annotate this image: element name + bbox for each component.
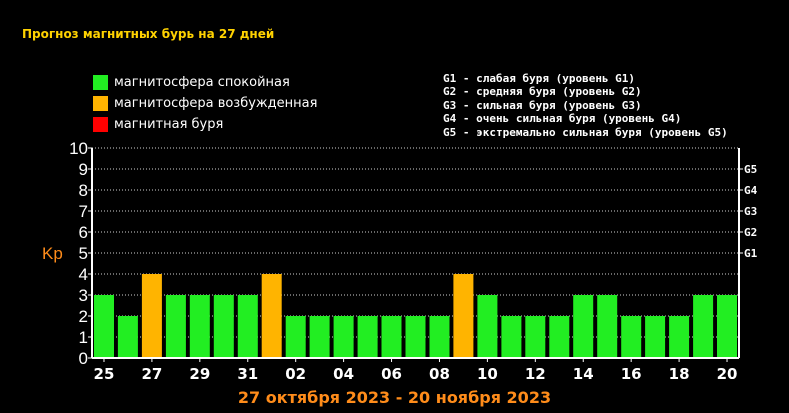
g-level-label: G3 [744,205,757,218]
y-axis-label: Kp [42,244,63,263]
kp-bar [141,274,162,358]
x-tick-label: 02 [285,365,306,383]
chart-title: Прогноз магнитных бурь на 27 дней [22,27,275,41]
x-tick-label: 25 [94,365,115,383]
x-tick-label: 12 [525,365,546,383]
legend-item-excited: магнитосфера возбужденная [93,93,317,114]
kp-bar [117,316,138,358]
kp-bar [333,316,354,358]
kp-bar [501,316,522,358]
y-tick-label: 3 [79,286,88,305]
legend-swatch-storm [93,117,108,132]
x-tick-label: 29 [189,365,210,383]
kp-bar [94,295,114,358]
x-tick-label: 18 [669,365,690,383]
g-legend-item: G3 - сильная буря (уровень G3) [443,98,642,112]
color-legend: магнитосфера спокойная магнитосфера возб… [93,72,317,135]
g-legend-item: G5 - экстремально сильная буря (уровень … [443,125,728,139]
kp-bar [573,295,594,358]
kp-bar [309,316,330,358]
g-legend-item: G2 - средняя буря (уровень G2) [443,85,642,99]
y-tick-label: 5 [79,244,88,263]
kp-bar [285,316,306,358]
legend-swatch-excited [93,96,108,111]
kp-bar [357,316,378,358]
y-tick-label: 4 [79,265,88,284]
x-tick-label: 20 [717,365,738,383]
legend-label-storm: магнитная буря [114,117,224,132]
kp-bar [237,295,258,358]
y-tick-label: 8 [79,181,88,200]
y-tick-label: 9 [79,160,88,179]
legend-label-excited: магнитосфера возбужденная [114,96,318,111]
x-tick-label: 10 [477,365,498,383]
x-tick-label: 27 [141,365,162,383]
y-tick-label: 6 [79,223,88,242]
kp-bar [717,295,737,358]
kp-bar [525,316,546,358]
legend-swatch-calm [93,75,108,90]
g-legend-item: G1 - слабая буря (уровень G1) [443,72,636,85]
legend-label-calm: магнитосфера спокойная [114,75,290,90]
kp-bar [597,295,618,358]
x-tick-label: 06 [381,365,402,383]
x-tick-label: 08 [429,365,450,383]
kp-bar [381,316,402,358]
g-legend-item: G4 - очень сильная буря (уровень G4) [443,112,682,126]
kp-bar [693,295,714,358]
kp-bar [213,295,234,358]
g-level-legend: G1 - слабая буря (уровень G1) G2 - средн… [443,72,728,139]
y-tick-label: 0 [79,349,88,368]
x-tick-label: 16 [621,365,642,383]
kp-bar [669,316,690,358]
kp-bar [165,295,186,358]
kp-bar [405,316,426,358]
x-tick-label: 04 [333,365,354,383]
y-tick-label: 1 [79,328,88,347]
g-level-label: G1 [744,247,758,260]
legend-item-storm: магнитная буря [93,114,317,135]
kp-bar [645,316,666,358]
g-level-label: G2 [744,226,757,239]
y-tick-label: 10 [69,139,88,158]
kp-bar [453,274,474,358]
g-level-label: G4 [744,184,758,197]
g-level-label: G5 [744,163,757,176]
legend-item-calm: магнитосфера спокойная [93,72,317,93]
kp-bar [549,316,570,358]
y-tick-label: 2 [79,307,88,326]
x-tick-label: 14 [573,365,594,383]
y-tick-label: 7 [79,202,88,221]
kp-bar [189,295,210,358]
date-range-label: 27 октября 2023 - 20 ноября 2023 [237,388,552,407]
kp-bar [261,274,282,358]
x-tick-label: 31 [237,365,258,383]
kp-bar [477,295,498,358]
kp-bar [429,316,450,358]
kp-bar [621,316,642,358]
